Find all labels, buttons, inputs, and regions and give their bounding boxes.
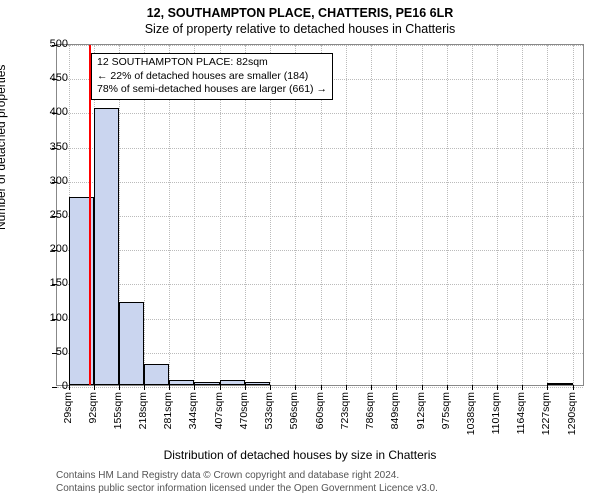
x-tick-mark [321,385,322,390]
x-tick-mark [447,385,448,390]
x-tick-mark [346,385,347,390]
histogram-bar [245,382,270,385]
x-tick-label: 975sqm [440,392,452,429]
x-tick-label: 849sqm [389,392,401,429]
y-tick-label: 150 [50,277,68,289]
gridline-vertical [422,45,423,385]
x-tick-label: 281sqm [162,392,174,429]
x-tick-mark [169,385,170,390]
y-tick-label: 50 [56,346,68,358]
histogram-bar [94,108,119,385]
x-tick-mark [396,385,397,390]
title-line-1: 12, SOUTHAMPTON PLACE, CHATTERIS, PE16 6… [0,6,600,20]
histogram-bar [194,382,219,385]
x-tick-label: 596sqm [288,392,300,429]
property-annotation-box: 12 SOUTHAMPTON PLACE: 82sqm← 22% of deta… [91,53,333,100]
x-axis-label: Distribution of detached houses by size … [0,448,600,462]
y-tick-label: 400 [50,106,68,118]
x-tick-mark [220,385,221,390]
x-tick-mark [573,385,574,390]
histogram-bar [144,364,169,385]
x-tick-label: 218sqm [137,392,149,429]
x-tick-label: 1164sqm [515,392,527,434]
y-tick-label: 250 [50,209,68,221]
footer-attribution: Contains HM Land Registry data © Crown c… [56,470,438,495]
x-tick-label: 660sqm [314,392,326,429]
y-tick-label: 300 [50,175,68,187]
y-tick-mark [52,387,57,388]
gridline-vertical [346,45,347,385]
x-tick-label: 1038sqm [465,392,477,435]
x-tick-label: 407sqm [213,392,225,429]
y-tick-label: 200 [50,243,68,255]
y-tick-label: 450 [50,72,68,84]
x-tick-mark [245,385,246,390]
gridline-vertical [371,45,372,385]
footer-line-1: Contains HM Land Registry data © Crown c… [56,470,438,483]
x-tick-mark [119,385,120,390]
title-line-2: Size of property relative to detached ho… [0,22,600,36]
x-tick-label: 723sqm [339,392,351,429]
x-tick-mark [371,385,372,390]
histogram-bar [547,383,572,385]
x-tick-mark [144,385,145,390]
x-tick-mark [194,385,195,390]
y-tick-label: 100 [50,312,68,324]
x-tick-mark [270,385,271,390]
x-tick-label: 1227sqm [540,392,552,435]
y-tick-label: 0 [62,380,68,392]
annotation-line: 12 SOUTHAMPTON PLACE: 82sqm [97,56,327,70]
x-tick-label: 533sqm [263,392,275,429]
x-tick-mark [547,385,548,390]
gridline-vertical [396,45,397,385]
gridline-vertical [472,45,473,385]
x-tick-mark [422,385,423,390]
gridline-vertical [447,45,448,385]
annotation-line: ← 22% of detached houses are smaller (18… [97,70,327,84]
x-tick-label: 1101sqm [490,392,502,434]
x-tick-mark [94,385,95,390]
x-tick-label: 344sqm [187,392,199,429]
x-tick-mark [522,385,523,390]
gridline-vertical [522,45,523,385]
x-tick-mark [295,385,296,390]
histogram-bar [220,380,245,385]
x-tick-mark [472,385,473,390]
x-tick-label: 1290sqm [566,392,578,435]
x-tick-mark [69,385,70,390]
x-tick-label: 786sqm [364,392,376,429]
gridline-vertical [547,45,548,385]
histogram-bar [119,302,144,385]
gridline-vertical [497,45,498,385]
x-tick-mark [497,385,498,390]
y-tick-label: 500 [50,38,68,50]
histogram-bar [169,380,194,385]
y-axis-label: Number of detached properties [0,65,8,230]
x-tick-label: 155sqm [112,392,124,429]
x-tick-label: 912sqm [415,392,427,429]
x-tick-label: 470sqm [238,392,250,429]
x-tick-label: 29sqm [62,392,74,424]
gridline-vertical [573,45,574,385]
annotation-line: 78% of semi-detached houses are larger (… [97,83,327,97]
y-tick-label: 350 [50,141,68,153]
x-tick-label: 92sqm [87,392,99,424]
histogram-plot-area: 12 SOUTHAMPTON PLACE: 82sqm← 22% of deta… [56,44,584,386]
footer-line-2: Contains public sector information licen… [56,483,438,496]
